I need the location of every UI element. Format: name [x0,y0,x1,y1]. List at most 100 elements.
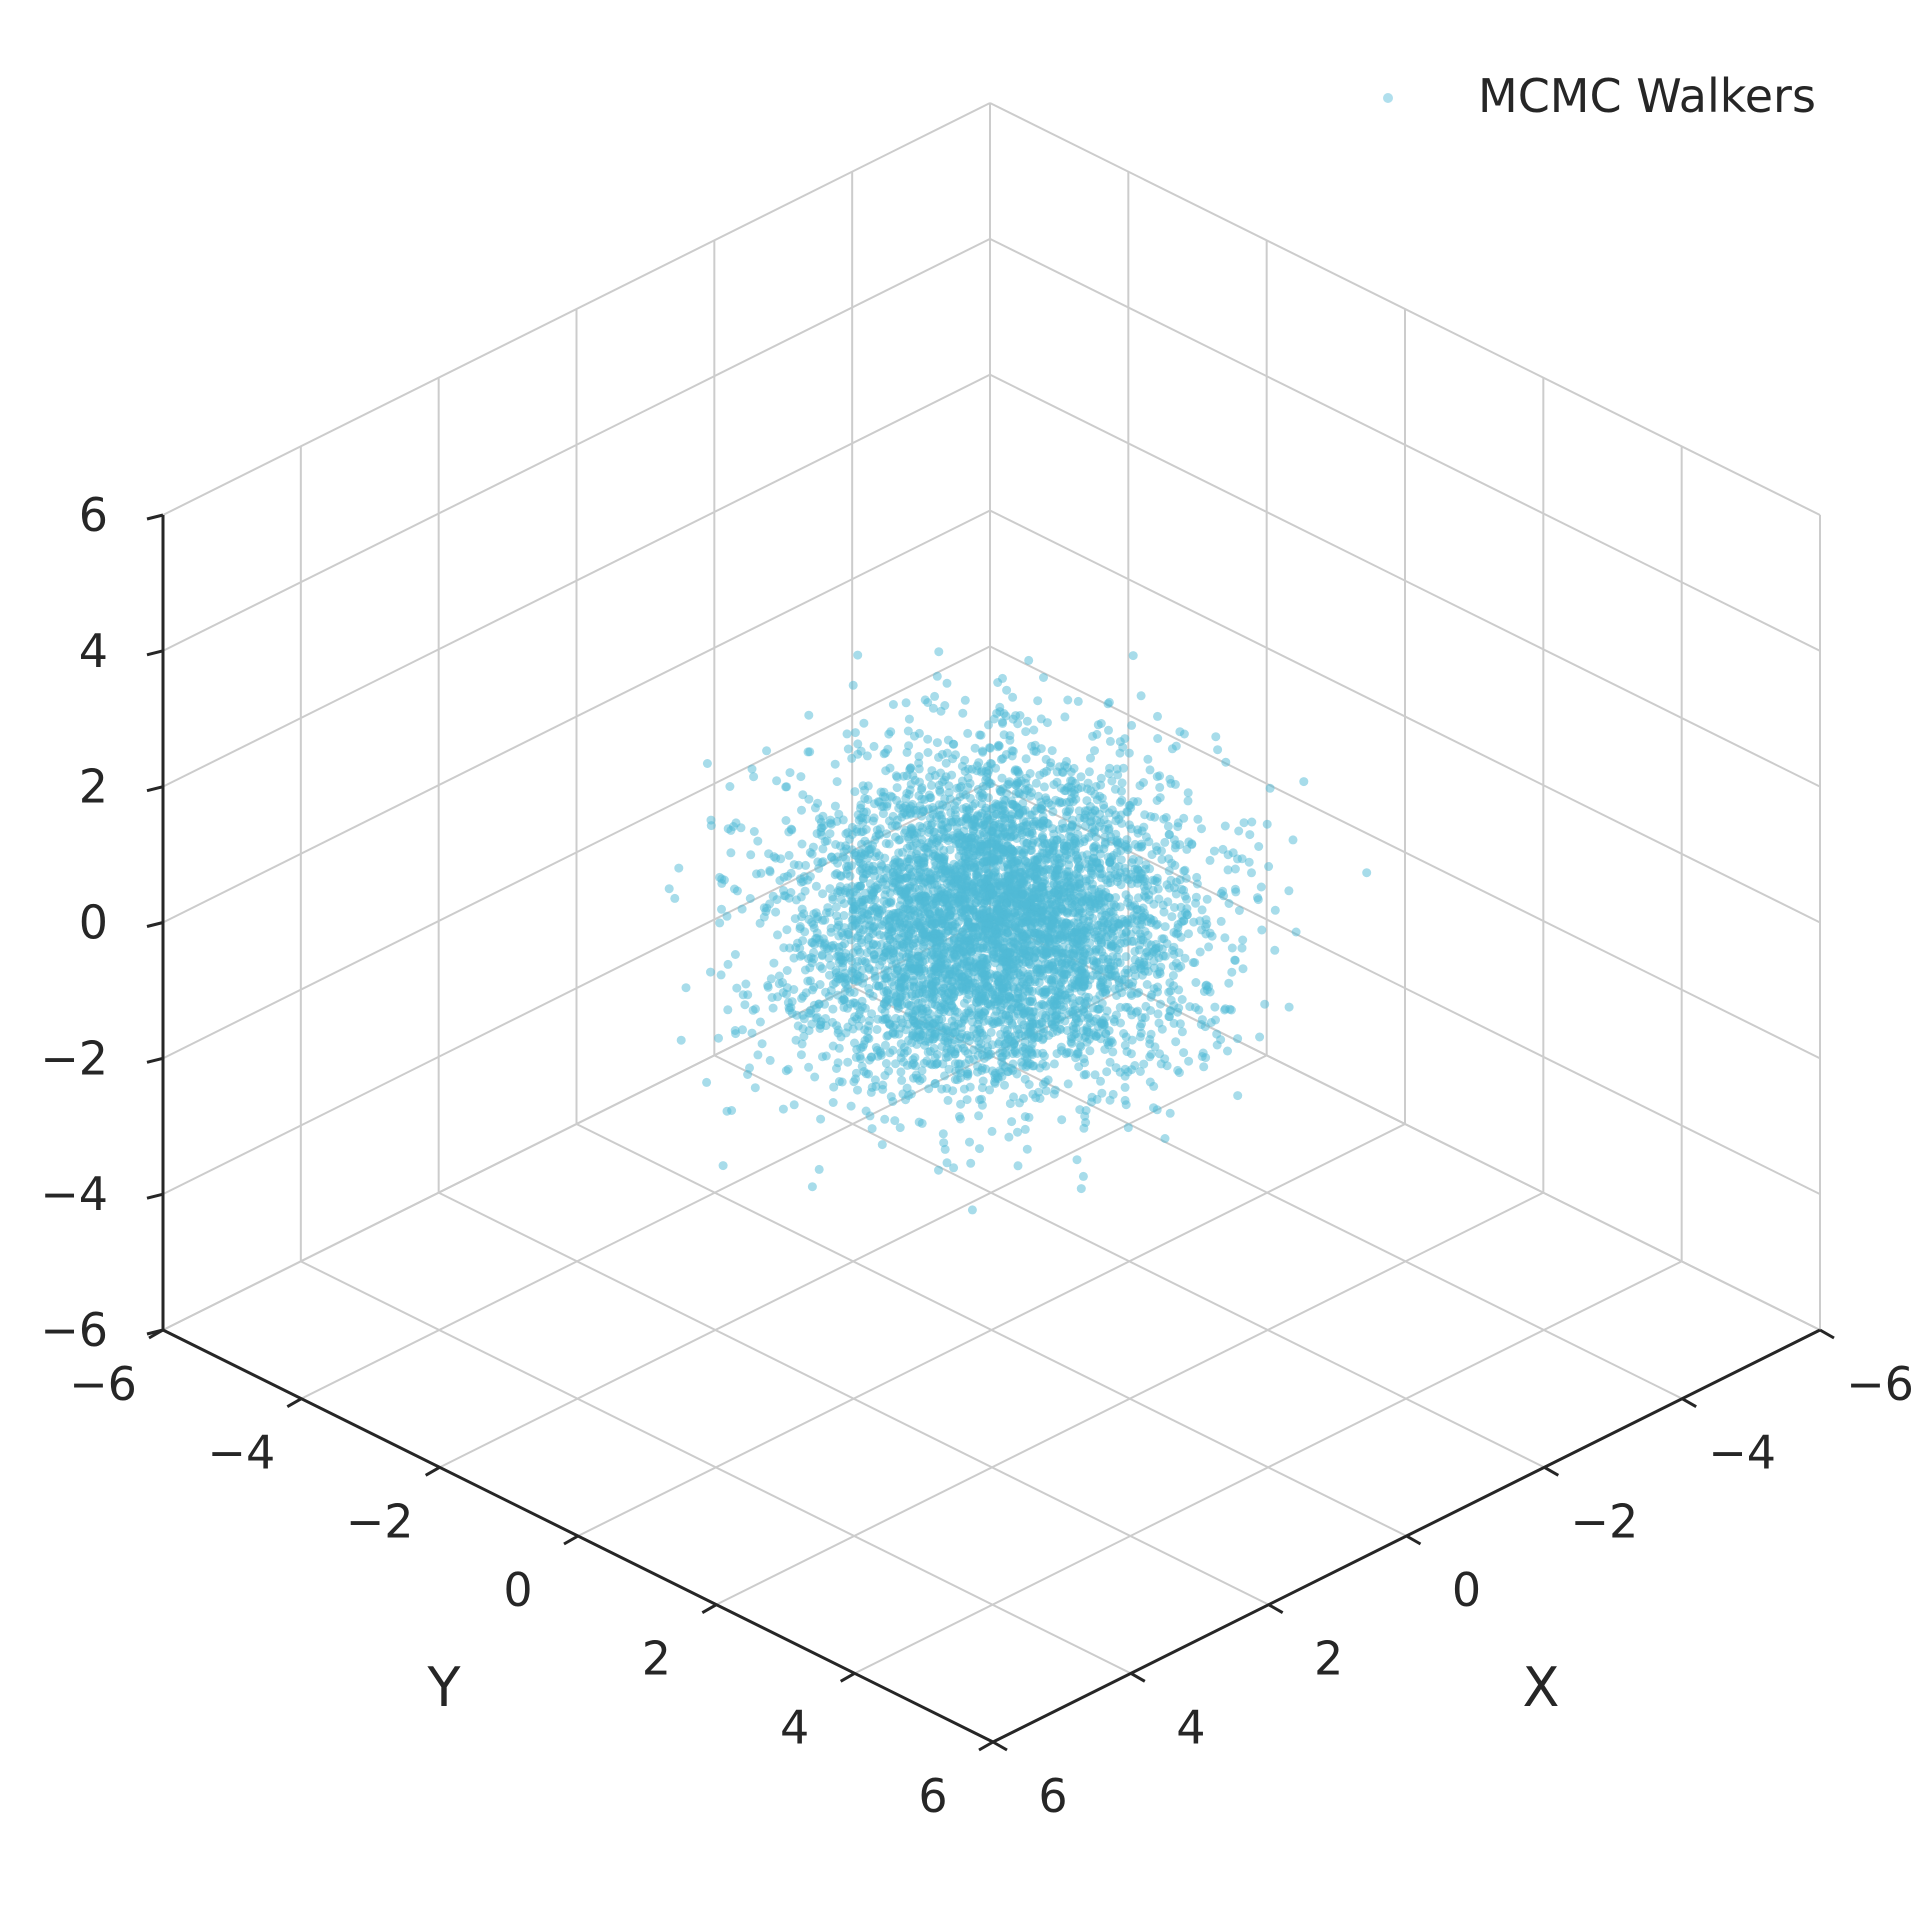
data-point [1167,912,1177,922]
data-point [681,983,691,993]
data-point [963,773,973,783]
data-point [791,895,801,905]
data-point [857,910,866,920]
data-point [1049,855,1059,865]
data-point [1115,1002,1125,1012]
data-point [1049,1059,1059,1069]
data-point [1144,837,1154,847]
data-point [925,1028,935,1038]
data-point [891,912,901,922]
data-point [1170,903,1179,912]
data-point [1039,782,1049,792]
data-point [1120,982,1130,991]
data-point [1086,753,1095,763]
data-point [961,904,971,914]
data-point [747,764,757,774]
data-point [828,895,838,904]
data-point [910,883,920,893]
data-point [1022,716,1032,726]
data-point [977,1045,987,1055]
data-point [1226,1005,1236,1015]
data-point [885,763,895,773]
data-point [835,841,845,851]
data-point [808,842,818,852]
data-point [914,791,924,801]
data-point [1072,974,1082,984]
data-point [830,759,840,769]
data-point [923,734,933,744]
data-point [849,850,859,860]
data-point [1003,885,1013,895]
data-point [1191,898,1201,908]
data-point [963,728,973,738]
data-point [1184,1056,1194,1066]
data-point [1265,783,1275,793]
data-point [918,807,928,817]
data-point [1201,1053,1211,1063]
data-point [958,804,968,814]
data-point [1220,821,1230,831]
data-point [1253,893,1262,903]
data-point [910,1053,920,1063]
data-point [1097,964,1107,974]
data-point [951,871,961,881]
data-point [849,988,859,997]
data-point [892,772,902,782]
data-point [1213,745,1223,755]
data-point [1230,864,1240,874]
data-point [1048,824,1058,834]
data-point [1082,1037,1092,1047]
data-point [773,930,782,940]
data-point [718,1161,728,1171]
data-point [1090,1070,1100,1080]
data-point [853,749,863,759]
data-point [945,845,955,855]
data-point [769,958,779,968]
z-tick-mark [146,1328,164,1336]
data-point [1127,1010,1137,1020]
data-point [702,759,712,768]
data-point [765,1055,775,1065]
data-point [1060,712,1070,722]
data-points [664,647,1372,1215]
data-point [926,915,936,925]
data-point [969,962,979,972]
data-point [934,647,944,657]
data-point [1254,842,1264,851]
data-point [982,1034,992,1044]
data-point [1136,691,1146,701]
data-point [1114,921,1124,931]
data-point [1003,864,1013,874]
data-point [750,1083,760,1093]
data-point [832,777,842,787]
data-point [1120,1095,1130,1105]
data-point [998,956,1008,966]
data-point [975,842,985,851]
data-point [1089,956,1099,966]
data-point [908,841,918,851]
data-point [855,947,865,957]
data-point [762,746,772,756]
data-point [1123,1123,1133,1133]
data-point [1028,1089,1038,1099]
data-point [862,751,872,761]
data-point [1108,940,1118,950]
data-point [738,990,748,1000]
data-point [1122,835,1132,845]
data-point [845,999,855,1009]
data-point [983,762,993,771]
data-point [785,943,795,953]
data-point [847,896,857,906]
data-point [799,1014,809,1024]
data-point [927,780,936,790]
data-point [1056,833,1066,843]
data-point [1011,765,1020,775]
data-point [809,948,819,958]
data-point [1117,818,1127,828]
data-point [1001,910,1011,920]
data-point [1194,1005,1204,1015]
data-point [866,895,876,905]
data-point [1070,962,1080,972]
data-point [825,815,835,825]
